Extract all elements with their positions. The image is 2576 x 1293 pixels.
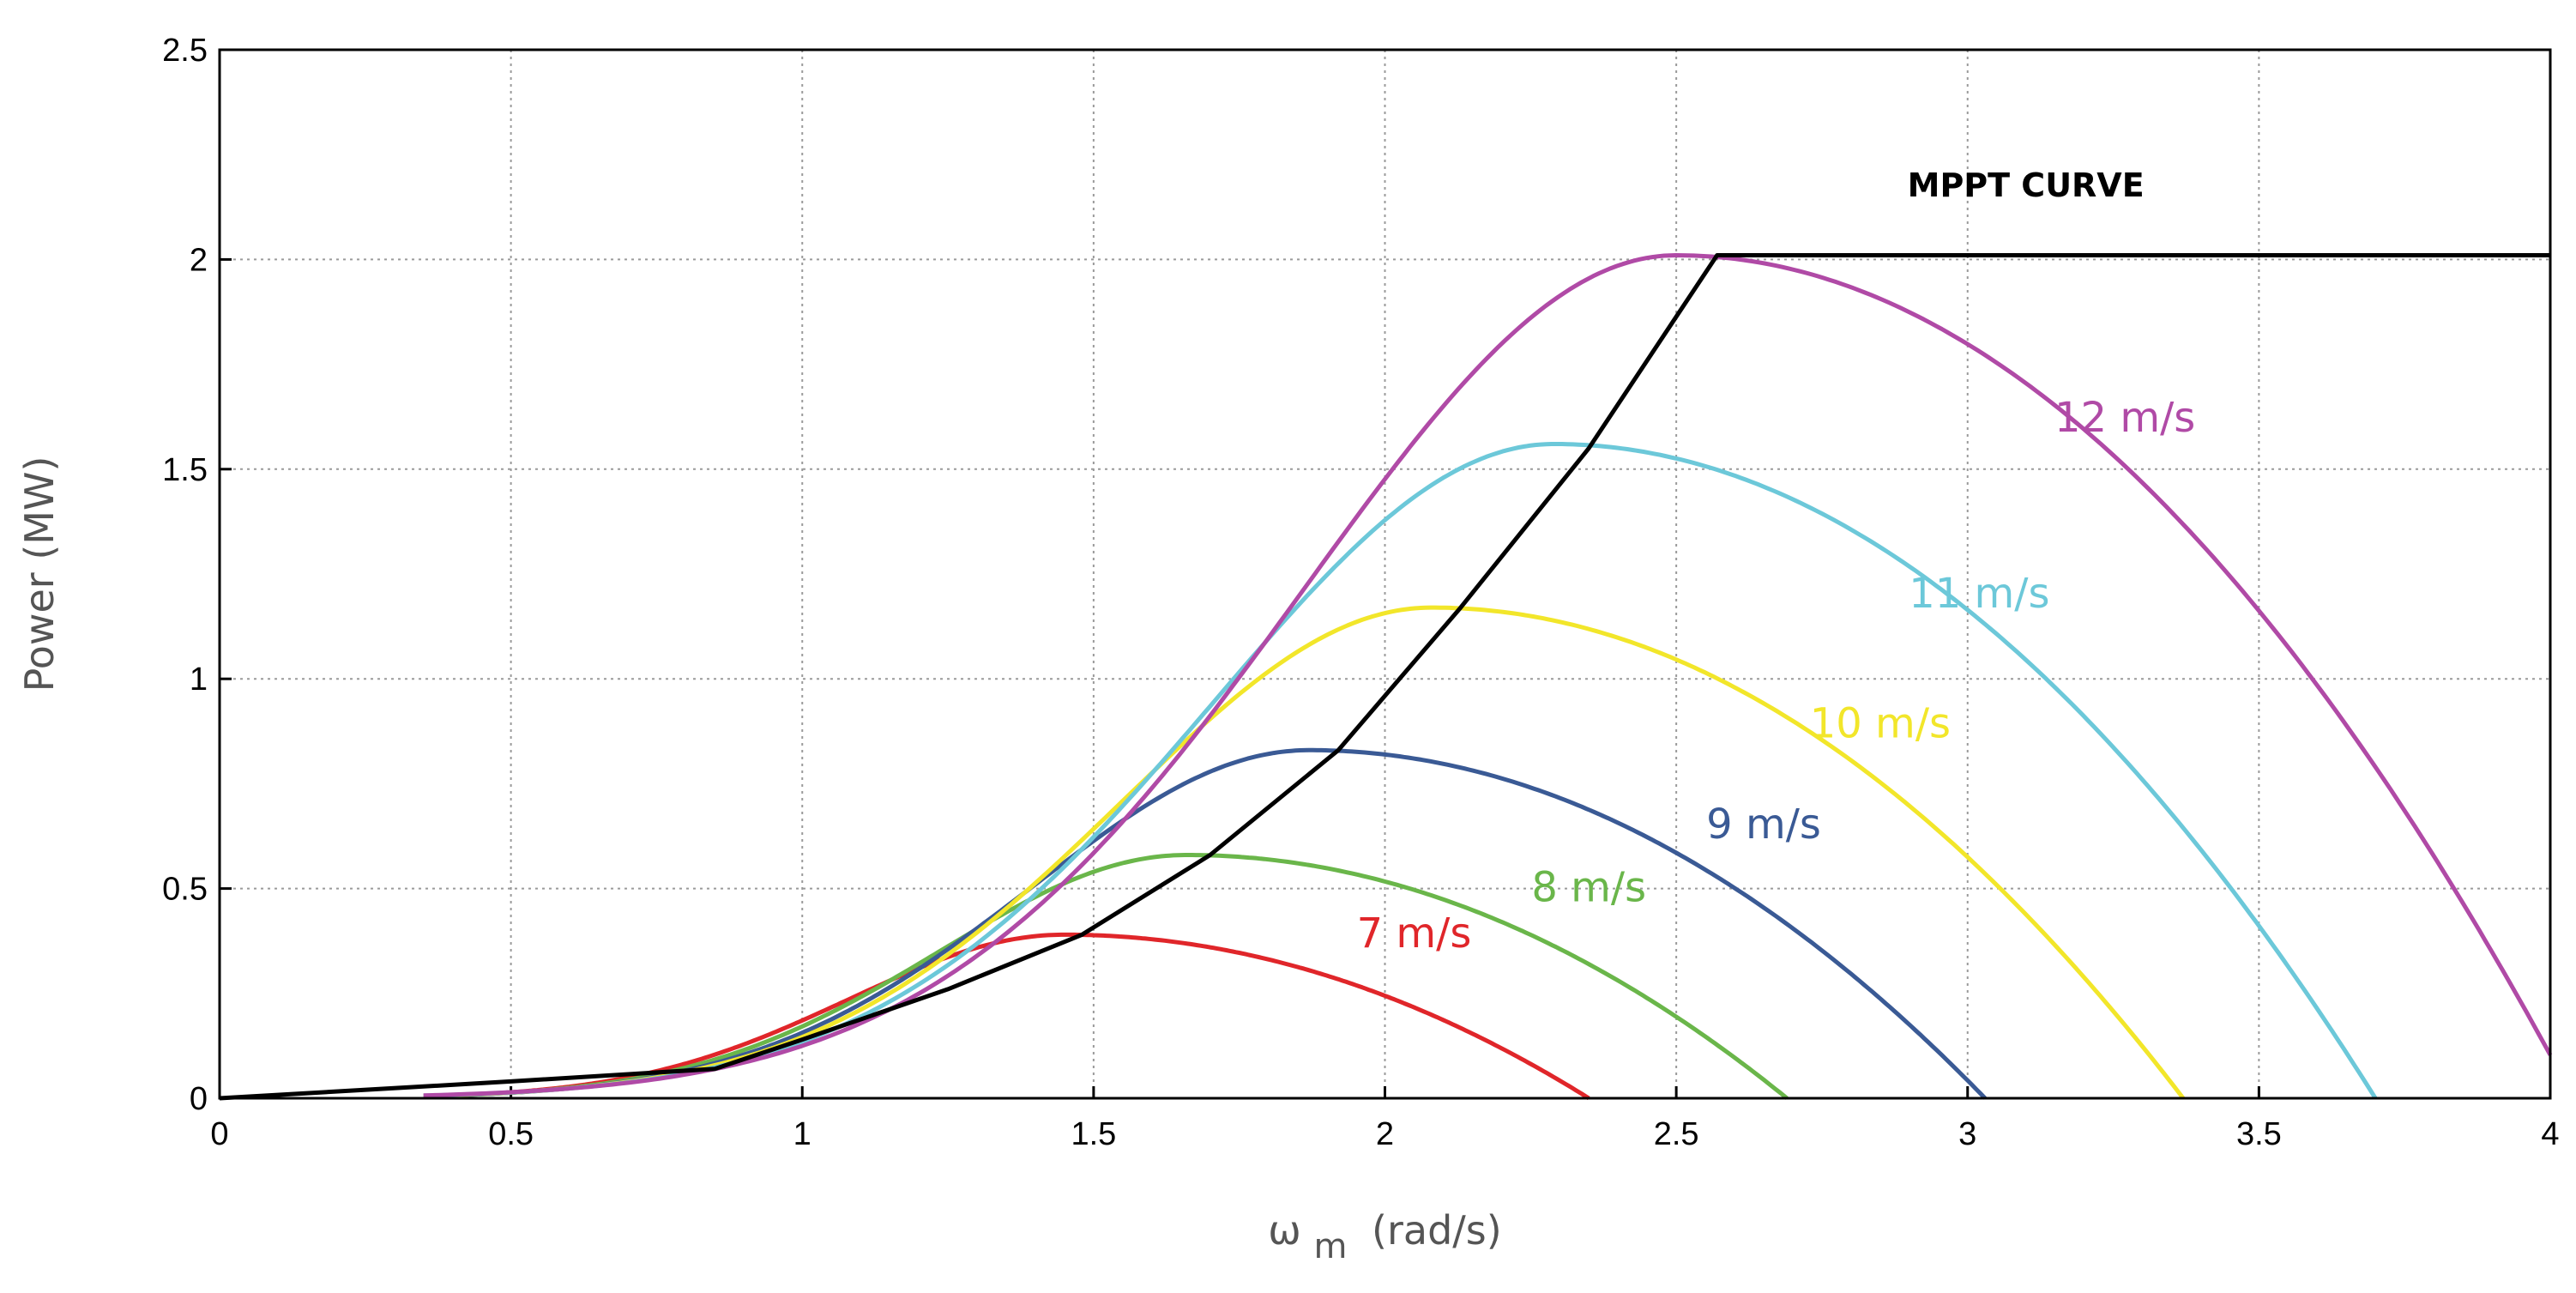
y-tick-label: 1 <box>190 662 208 698</box>
series-curve <box>423 932 1590 1101</box>
series-curves <box>423 253 2553 1101</box>
x-tick-label: 0.5 <box>488 1116 534 1152</box>
x-tick-label: 2.5 <box>1654 1116 1699 1152</box>
x-tick-label: 1.5 <box>1071 1116 1116 1152</box>
tick-labels: 0 0.5 1 1.5 2 2.5 3 3.5 4 0 0.5 1 1.5 2 2.5 <box>162 33 2559 1152</box>
x-tick-label: 0 <box>210 1116 228 1152</box>
series-label: 7 m/s <box>1357 909 1472 958</box>
y-axis-label: Power (MW) <box>16 456 63 692</box>
series-curve <box>423 605 2186 1100</box>
plot-frame <box>218 48 2552 1100</box>
y-tick-label: 1.5 <box>162 452 208 488</box>
series-label: 12 m/s <box>2054 394 2195 442</box>
x-axis-label: ω m (rad/s) <box>1268 1207 1501 1267</box>
y-tick-label: 2.5 <box>162 33 208 69</box>
x-axis-label-symbol: ω <box>1268 1207 1301 1254</box>
y-tick-label: 0 <box>190 1081 208 1117</box>
x-tick-label: 4 <box>2541 1116 2559 1152</box>
series-curve <box>423 253 2553 1098</box>
series-label: 8 m/s <box>1531 863 1646 911</box>
x-tick-label: 3.5 <box>2236 1116 2282 1152</box>
x-axis-label-unit: (rad/s) <box>1372 1207 1502 1254</box>
x-tick-label: 1 <box>793 1116 811 1152</box>
mppt-layer <box>219 253 2550 1101</box>
x-tick-label: 2 <box>1376 1116 1394 1152</box>
series-label: 11 m/s <box>1909 570 2049 618</box>
series-label: 10 m/s <box>1810 700 1951 748</box>
x-axis-label-subscript: m <box>1313 1227 1347 1266</box>
series-label: 9 m/s <box>1706 801 1821 849</box>
mppt-curve <box>219 253 2550 1101</box>
y-tick-label: 0.5 <box>162 872 208 908</box>
x-tick-label: 3 <box>1958 1116 1976 1152</box>
y-tick-label: 2 <box>190 242 208 278</box>
series-labels: 7 m/s 8 m/s 9 m/s 10 m/s 11 m/s 12 m/s MPPT CU… <box>1357 166 2196 958</box>
mppt-curve-label: MPPT CURVE <box>1908 166 2145 204</box>
